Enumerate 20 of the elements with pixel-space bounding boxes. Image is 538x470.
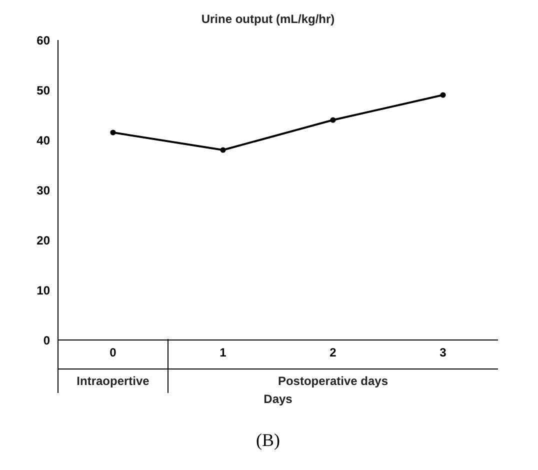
y-tick-label: 20 [36,233,50,248]
point [220,147,226,153]
x-tick-label: 3 [440,346,447,360]
x-tick-label: 2 [330,346,337,360]
y-tick-label: 10 [36,283,50,298]
x-axis-title: Days [262,392,294,406]
point [440,92,446,98]
point [330,117,336,123]
y-tick-label: 50 [36,83,50,98]
text: Intraopertive [76,374,150,388]
x-tick-label: 0 [110,346,117,360]
y-tick-label: 60 [36,33,50,48]
point [110,130,116,136]
y-tick-label: 40 [36,133,50,148]
y-tick-label: 0 [43,333,50,348]
y-tick-label: 30 [36,183,50,198]
text: (B) [255,430,281,451]
x-tick-label: 1 [220,346,227,360]
text: Postoperative days [276,374,390,388]
chart-title: Urine output (mL/kg/hr) [200,11,336,28]
